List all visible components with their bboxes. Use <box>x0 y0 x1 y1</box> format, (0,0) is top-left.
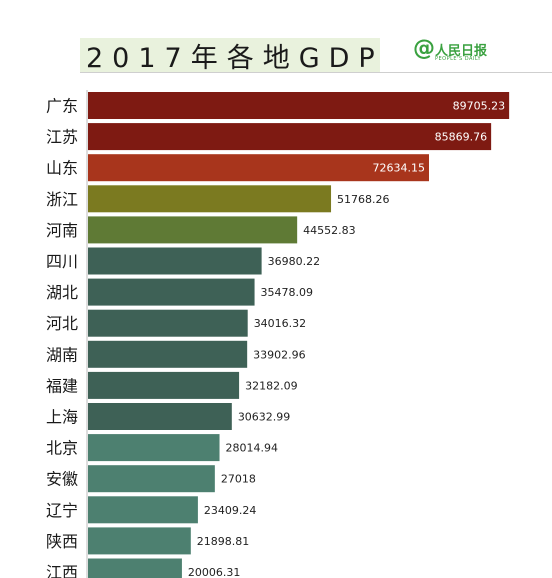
category-label: 四川 <box>46 252 78 271</box>
bar <box>88 527 191 555</box>
peoples-daily-logo: @ 人民日报 PEOPLE'S DAILY <box>413 36 513 66</box>
bar-group: 福建 32182.09 <box>46 371 298 399</box>
bar <box>88 371 240 399</box>
bar <box>88 123 492 151</box>
category-label: 上海 <box>46 408 78 427</box>
category-label: 江西 <box>46 563 78 578</box>
value-label: 20006.31 <box>188 566 241 578</box>
category-label: 安徽 <box>46 470 78 489</box>
bar <box>88 496 198 524</box>
value-label: 30632.99 <box>238 411 291 424</box>
bar-group: 河北 34016.32 <box>46 309 307 337</box>
bar <box>88 185 332 213</box>
bar <box>88 558 182 578</box>
bar-group: 湖北 35478.09 <box>46 278 314 306</box>
value-label: 32182.09 <box>245 379 297 392</box>
chart-header: 2017年各地GDP @ 人民日报 PEOPLE'S DAILY <box>0 0 552 80</box>
category-label: 河北 <box>46 314 78 333</box>
logo-subtext: PEOPLE'S DAILY <box>435 56 482 62</box>
bar <box>88 154 429 182</box>
value-label: 27018 <box>221 473 256 486</box>
bar-group: 江西 20006.31 <box>46 558 241 578</box>
bar-group: 山东 72634.15 <box>46 154 429 182</box>
value-label: 33902.96 <box>253 348 305 361</box>
bar <box>88 247 262 275</box>
bar-group: 安徽 27018 <box>46 465 256 493</box>
bar-group: 陕西 21898.81 <box>46 527 250 555</box>
category-label: 江苏 <box>46 128 78 147</box>
bar <box>88 216 298 244</box>
value-label: 35478.09 <box>261 286 314 299</box>
category-label: 河南 <box>46 221 78 240</box>
bar <box>88 465 215 493</box>
value-label: 36980.22 <box>268 255 321 268</box>
category-label: 北京 <box>46 439 78 458</box>
value-label: 44552.83 <box>303 224 356 237</box>
category-label: 山东 <box>46 159 78 178</box>
bar-group: 湖南 33902.96 <box>46 340 306 368</box>
bar-group: 辽宁 23409.24 <box>46 496 256 524</box>
bar <box>88 309 248 337</box>
logo-at-icon: @ <box>413 36 435 61</box>
title-highlight-band <box>80 38 380 72</box>
value-label: 34016.32 <box>254 317 307 330</box>
category-label: 福建 <box>46 376 78 395</box>
bar <box>88 434 220 462</box>
category-label: 湖南 <box>46 345 78 364</box>
bar <box>88 278 255 306</box>
chart-title: 2017年各地GDP <box>86 43 384 74</box>
value-label: 72634.15 <box>372 162 425 175</box>
bar-group: 江苏 85869.76 <box>46 123 492 151</box>
logo-text: 人民日报 <box>435 44 488 59</box>
bar-group: 广东 89705.23 <box>46 92 510 119</box>
value-label: 89705.23 <box>453 100 506 113</box>
bar <box>88 403 232 430</box>
bar-group: 四川 36980.22 <box>46 247 321 275</box>
bar <box>88 340 248 368</box>
category-label: 陕西 <box>46 532 78 551</box>
category-label: 广东 <box>46 97 78 116</box>
value-label: 21898.81 <box>197 535 250 548</box>
value-label: 28014.94 <box>226 442 279 455</box>
category-label: 辽宁 <box>46 501 78 520</box>
category-label: 浙江 <box>46 190 78 209</box>
bar-group: 上海 30632.99 <box>46 403 290 430</box>
category-label: 湖北 <box>46 283 78 302</box>
value-label: 51768.26 <box>337 193 390 206</box>
bar <box>88 92 510 119</box>
value-label: 23409.24 <box>204 504 256 517</box>
bar-group: 浙江 51768.26 <box>46 185 390 213</box>
title-divider <box>80 72 552 73</box>
value-label: 85869.76 <box>435 131 488 144</box>
bar-group: 北京 28014.94 <box>46 434 279 462</box>
bar-group: 河南 44552.83 <box>46 216 356 244</box>
